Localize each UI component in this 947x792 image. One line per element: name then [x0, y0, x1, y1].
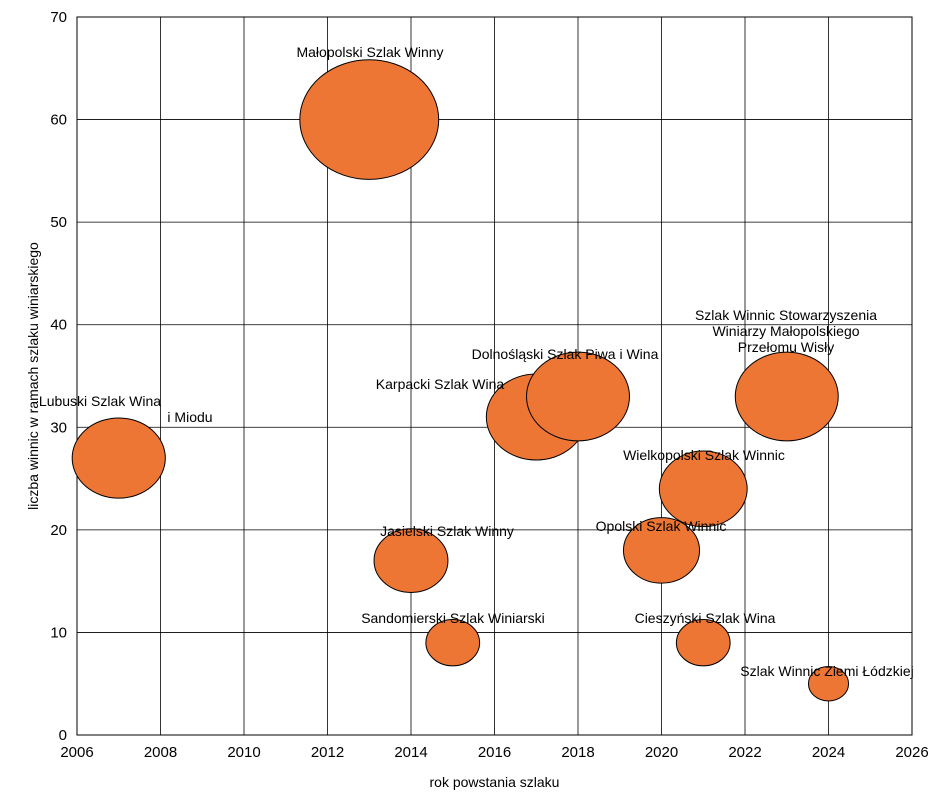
bubble [658, 450, 748, 528]
y-tick-label: 30 [50, 419, 67, 436]
bubble [299, 59, 440, 180]
x-tick-label: 2022 [728, 744, 761, 761]
y-tick-label: 60 [50, 112, 67, 129]
bubble-label: Winiarzy Małopolskiego [712, 323, 859, 339]
bubble-label: Wielkopolski Szlak Winnic [623, 447, 785, 463]
bubble-label: Dolnośląski Szlak Piwa i Wina [472, 346, 659, 362]
y-tick-label: 70 [50, 9, 67, 26]
bubble-label: Lubuski Szlak Wina [39, 393, 161, 409]
x-tick-label: 2024 [812, 744, 845, 761]
x-axis-title: rok powstania szlaku [430, 774, 560, 790]
x-tick-label: 2014 [394, 744, 427, 761]
bubble [373, 528, 449, 593]
bubbles [71, 59, 850, 702]
plot-frame [76, 16, 913, 736]
x-tick-label: 2018 [561, 744, 594, 761]
bubble [622, 517, 701, 584]
x-tick-label: 2010 [227, 744, 260, 761]
bubble-label: Przełomu Wisły [738, 339, 834, 355]
x-tick-label: 2012 [311, 744, 344, 761]
bubble-label: Szlak Winnic Stowarzyszenia [695, 307, 877, 323]
x-tick-label: 2008 [144, 744, 177, 761]
bubble [807, 665, 850, 702]
y-axis-ticks: 0 10 20 30 40 50 60 70 [50, 9, 67, 744]
x-tick-label: 2020 [645, 744, 678, 761]
y-tick-label: 40 [50, 317, 67, 334]
bubble-label: Cieszyński Szlak Wina [635, 610, 776, 626]
bubble-label: Jasielski Szlak Winny [380, 523, 514, 539]
x-axis-ticks: 2006 2008 2010 2012 2014 2016 2018 2020 2022 2024… [60, 744, 928, 761]
bubble [734, 351, 839, 442]
y-tick-label: 0 [59, 727, 67, 744]
bubble-label: Opolski Szlak Winnic [596, 518, 727, 534]
y-tick-label: 10 [50, 624, 67, 641]
bubble-labels: Lubuski Szlak Wina i Miodu Małopolski Szla… [39, 44, 914, 679]
bubble [425, 619, 481, 667]
bubble [675, 619, 731, 667]
x-tick-label: 2006 [60, 744, 93, 761]
bubble-label: Sandomierski Szlak Winiarski [361, 610, 545, 626]
x-tick-label: 2026 [895, 744, 928, 761]
y-axis-title: liczba winnic w ramach szlaku winiarskie… [25, 242, 41, 510]
x-tick-label: 2016 [478, 744, 511, 761]
y-tick-label: 50 [50, 214, 67, 231]
bubble [71, 417, 166, 499]
y-tick-label: 20 [50, 522, 67, 539]
bubble-label: Małopolski Szlak Winny [296, 44, 443, 60]
bubble-label: i Miodu [167, 409, 212, 425]
bubble-label: Szlak Winnic Ziemi Łódzkiej [740, 663, 914, 679]
bubble [526, 351, 630, 442]
bubble-label: Karpacki Szlak Wina [376, 376, 505, 392]
